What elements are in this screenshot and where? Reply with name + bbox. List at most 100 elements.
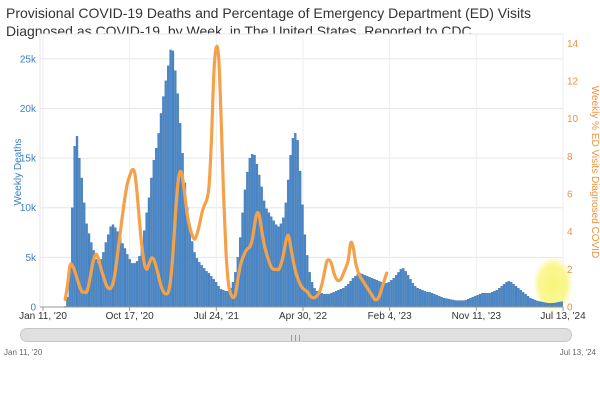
deaths-bar: [346, 284, 350, 308]
right-axis-tick-label: 6: [567, 190, 573, 201]
deaths-bar: [397, 272, 400, 308]
x-axis-tick-label: Jul 24, '21: [194, 311, 240, 322]
deaths-bar: [95, 259, 98, 308]
deaths-bar: [219, 289, 223, 308]
deaths-bar: [150, 177, 153, 308]
deaths-bar: [536, 300, 539, 308]
deaths-bar: [505, 282, 508, 308]
deaths-bar: [447, 298, 451, 308]
right-axis-tick-label: 4: [567, 227, 573, 238]
deaths-bar: [486, 292, 489, 308]
deaths-bar: [457, 300, 460, 308]
deaths-bar: [191, 241, 194, 308]
deaths-bar: [246, 171, 249, 308]
deaths-bar: [529, 297, 532, 308]
deaths-bar: [519, 289, 522, 308]
deaths-bar: [85, 223, 88, 308]
deaths-bar: [394, 275, 398, 308]
deaths-bar: [203, 268, 206, 308]
right-axis-tick-label: 8: [567, 152, 573, 163]
navigator-start-label: Jan 11, '20: [4, 348, 43, 357]
x-axis-tick-label: Nov 11, '23: [452, 311, 502, 322]
deaths-bar: [495, 289, 498, 308]
deaths-bar: [205, 271, 208, 308]
deaths-bar: [553, 302, 556, 308]
right-axis-tick-label: 10: [567, 114, 579, 125]
deaths-bar: [71, 207, 74, 308]
deaths-bar: [488, 292, 491, 308]
deaths-bar: [416, 288, 419, 308]
scrollbar-thumb[interactable]: [20, 328, 572, 342]
deaths-bar: [179, 123, 182, 308]
deaths-bar: [428, 291, 431, 308]
deaths-bar: [260, 186, 263, 308]
deaths-bar: [291, 138, 295, 308]
deaths-bar: [301, 204, 304, 308]
deaths-bar: [193, 252, 196, 308]
deaths-bar: [188, 227, 191, 308]
deaths-bar: [147, 197, 151, 308]
deaths-bar: [546, 302, 549, 308]
left-axis-ticks: 0 5k 10k 15k 20k 25k: [20, 54, 37, 313]
deaths-bar: [440, 296, 443, 308]
deaths-bar: [543, 302, 546, 308]
deaths-bar: [215, 282, 218, 308]
deaths-bar: [248, 157, 251, 308]
deaths-bar: [294, 133, 297, 308]
deaths-bar: [538, 301, 542, 308]
deaths-bar: [560, 301, 563, 308]
deaths-bar: [224, 290, 227, 308]
deaths-bar: [123, 248, 127, 308]
deaths-bar: [135, 261, 139, 308]
deaths-bar: [512, 284, 515, 308]
deaths-bar: [111, 224, 115, 308]
deaths-bar: [459, 300, 463, 308]
deaths-bar: [258, 174, 261, 308]
deaths-bar: [303, 234, 307, 308]
ed-visits-line: [63, 44, 389, 302]
deaths-bar: [274, 224, 278, 308]
highlight-layer: [533, 256, 573, 313]
deaths-bar: [337, 289, 340, 308]
navigator-scrollbar[interactable]: [20, 326, 572, 344]
deaths-bar: [375, 280, 379, 308]
navigator-end-label: Jul 13, '24: [559, 348, 596, 357]
deaths-bar: [155, 148, 158, 308]
deaths-bar: [227, 290, 230, 308]
deaths-bar: [390, 280, 393, 308]
deaths-bar: [121, 243, 124, 308]
deaths-bar: [541, 301, 544, 308]
deaths-bar: [466, 298, 470, 308]
deaths-bar: [514, 286, 518, 308]
x-axis-ticks: Jan 11, '20 Oct 17, '20 Jul 24, '21 Apr 30,…: [19, 307, 586, 322]
deaths-bar: [421, 289, 424, 308]
deaths-bar: [351, 278, 355, 308]
deaths-bar: [262, 200, 266, 308]
deaths-bar: [162, 96, 165, 308]
deaths-bar: [356, 274, 359, 308]
deaths-bar: [471, 296, 475, 308]
deaths-bar: [493, 290, 496, 308]
deaths-bar: [481, 292, 484, 308]
deaths-bar: [310, 282, 314, 308]
deaths-bar: [534, 299, 537, 308]
deaths-bar: [404, 271, 407, 308]
deaths-bar: [195, 258, 199, 308]
deaths-bar: [438, 295, 441, 308]
deaths-bar: [198, 262, 201, 308]
x-axis-tick-label: Apr 30, '22: [279, 311, 327, 322]
deaths-bar: [138, 256, 141, 308]
deaths-bar: [464, 299, 467, 308]
deaths-bar: [430, 292, 434, 308]
left-axis-title: Weekly Deaths: [13, 138, 24, 205]
deaths-bar: [334, 290, 338, 308]
deaths-bar: [217, 286, 220, 308]
ed-visits-line-layer: [63, 44, 389, 302]
deaths-bar: [152, 159, 155, 308]
right-axis-tick-label: 14: [567, 39, 579, 50]
deaths-bar: [212, 279, 215, 308]
deaths-bar: [476, 294, 479, 308]
deaths-bar: [272, 220, 275, 308]
deaths-bar: [423, 290, 427, 308]
